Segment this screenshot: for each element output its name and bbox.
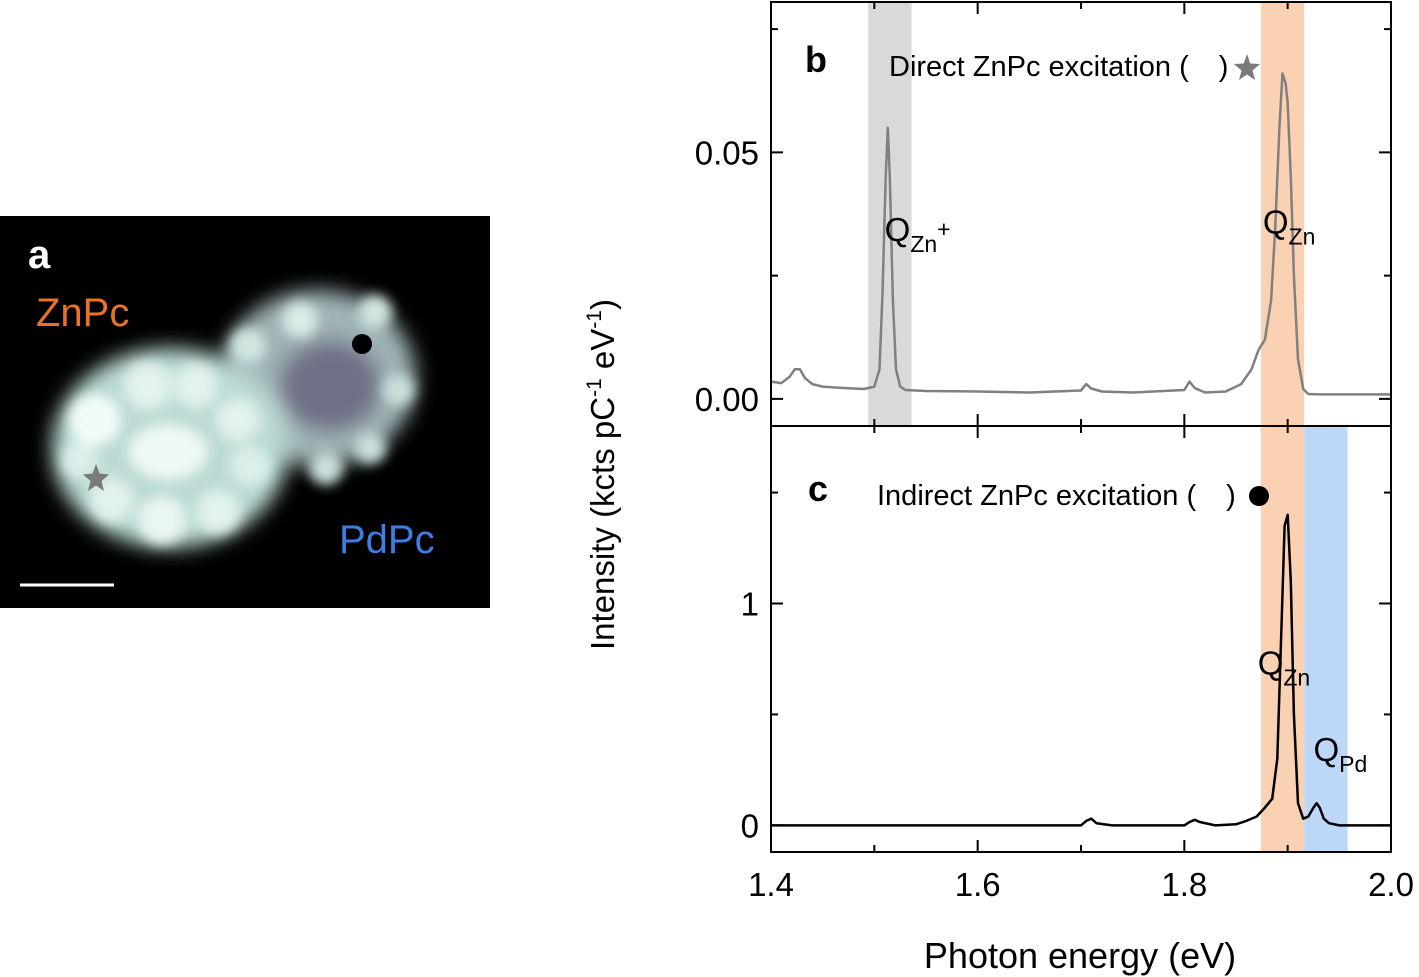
panel-b-chart: 0.00 0.05 b Direct ZnPc excitation () QZn… [695, 1, 1392, 427]
x-axis-label: Photon energy (eV) [924, 935, 1236, 976]
y-tick-label: 0 [741, 807, 759, 844]
panel-b-label: b [805, 39, 827, 80]
x-tick-label: 2.0 [1368, 866, 1414, 903]
peak-label: QZn [1258, 645, 1311, 691]
y-tick-label: 0.05 [695, 134, 759, 171]
dot-marker-icon [352, 334, 372, 354]
panel-b-ticks: 0.00 0.05 [695, 2, 1392, 426]
x-tick-label: 1.6 [955, 866, 1001, 903]
panel-c-title: Indirect ZnPc excitation () [877, 480, 1236, 512]
panel-c-title-dot-icon [1249, 486, 1269, 506]
panel-c-chart: 0 1 1.4 1.6 1.8 2.0 c Indirect ZnPc excitatio… [741, 425, 1414, 903]
panel-b-trace [770, 72, 1391, 396]
y-axis-label: Intensity (kcts pC-1 eV-1) [583, 299, 621, 650]
panel-c-frame [770, 425, 1392, 853]
panel-a-label: a [28, 233, 51, 277]
x-tick-label: 1.8 [1161, 866, 1207, 903]
peak-label: QZn+ [885, 211, 951, 257]
series-line-0 [771, 513, 1391, 827]
stm-molecule-image [52, 290, 416, 548]
panel-b-title-star-icon [1234, 54, 1260, 80]
x-tick-label: 1.4 [748, 866, 794, 903]
y-tick-label: 0.00 [695, 381, 759, 418]
panel-c-trace [771, 513, 1391, 827]
y-tick-label: 1 [741, 586, 759, 623]
peak-label: QZn [1263, 204, 1316, 250]
panel-a: a ZnPc PdPc [0, 216, 490, 608]
panel-c-label: c [808, 468, 828, 509]
panel-b-annotations: QZn+ QZn [885, 204, 1316, 257]
star-marker-icon [83, 464, 109, 491]
znpc-label: ZnPc [36, 291, 129, 335]
band-1 [1304, 426, 1348, 852]
panel-c-ticks: 0 1 1.4 1.6 1.8 2.0 [741, 426, 1414, 903]
panel-b-title: Direct ZnPc excitation () [889, 51, 1228, 83]
series-line-0 [770, 72, 1391, 396]
pdpc-label: PdPc [339, 518, 435, 562]
peak-label: QPd [1314, 731, 1368, 777]
